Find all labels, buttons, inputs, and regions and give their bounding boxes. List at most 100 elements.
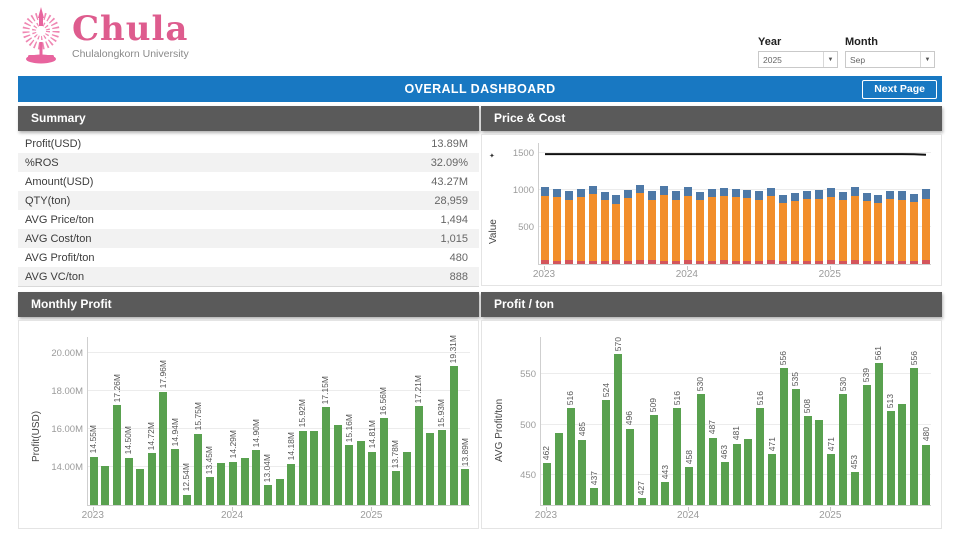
bar[interactable] xyxy=(252,449,261,505)
bar[interactable] xyxy=(229,461,238,505)
bar[interactable] xyxy=(147,453,156,505)
stacked-bar[interactable] xyxy=(850,187,859,264)
bar[interactable] xyxy=(194,433,203,505)
stacked-bar[interactable] xyxy=(707,189,716,264)
bar[interactable] xyxy=(368,451,377,505)
bar[interactable] xyxy=(827,453,836,505)
bar[interactable] xyxy=(744,438,753,505)
bar[interactable] xyxy=(578,439,587,505)
bar[interactable] xyxy=(874,363,883,505)
stacked-bar[interactable] xyxy=(731,188,740,264)
bar[interactable] xyxy=(542,462,551,505)
month-dropdown[interactable]: Sep ▼ xyxy=(845,51,935,68)
bar[interactable] xyxy=(101,466,110,505)
bar[interactable] xyxy=(437,430,446,505)
bar[interactable] xyxy=(566,408,575,505)
bar[interactable] xyxy=(403,452,412,505)
bar[interactable] xyxy=(298,430,307,505)
bar[interactable] xyxy=(356,441,365,505)
bar[interactable] xyxy=(922,444,931,505)
stacked-bar[interactable] xyxy=(576,188,585,264)
bar[interactable] xyxy=(124,457,133,505)
bar[interactable] xyxy=(333,425,342,505)
stacked-bar[interactable] xyxy=(755,191,764,264)
next-page-button[interactable]: Next Page xyxy=(862,79,937,99)
bar[interactable] xyxy=(803,416,812,505)
stacked-bar[interactable] xyxy=(922,189,931,264)
bar[interactable] xyxy=(345,445,354,505)
bar[interactable] xyxy=(449,366,458,505)
bar[interactable] xyxy=(136,468,145,505)
stacked-bar[interactable] xyxy=(683,187,692,264)
stacked-bar[interactable] xyxy=(838,192,847,264)
stacked-bar[interactable] xyxy=(648,190,657,264)
bar[interactable] xyxy=(602,400,611,505)
bar[interactable] xyxy=(839,394,848,505)
stacked-bar[interactable] xyxy=(695,192,704,264)
bar[interactable] xyxy=(649,415,658,505)
bar[interactable] xyxy=(756,408,765,505)
stacked-bar[interactable] xyxy=(636,184,645,264)
bar[interactable] xyxy=(720,461,729,505)
bar[interactable] xyxy=(625,428,634,505)
bar[interactable] xyxy=(240,457,249,505)
bar[interactable] xyxy=(275,479,284,505)
bar[interactable] xyxy=(708,437,717,505)
bar[interactable] xyxy=(205,477,214,505)
stacked-bar[interactable] xyxy=(779,194,788,264)
stacked-bar[interactable] xyxy=(910,194,919,264)
bar[interactable] xyxy=(732,443,741,505)
stacked-bar[interactable] xyxy=(862,192,871,264)
bar[interactable] xyxy=(171,449,180,505)
bar[interactable] xyxy=(287,463,296,505)
bar[interactable] xyxy=(637,497,646,505)
bar[interactable] xyxy=(590,487,599,505)
stacked-bar[interactable] xyxy=(600,191,609,264)
stacked-bar[interactable] xyxy=(814,190,823,264)
bar[interactable] xyxy=(815,419,824,505)
stacked-bar[interactable] xyxy=(826,187,835,264)
bar[interactable] xyxy=(850,471,859,505)
bar[interactable] xyxy=(89,456,98,505)
bar[interactable] xyxy=(661,481,670,505)
bar[interactable] xyxy=(910,368,919,505)
bar[interactable] xyxy=(554,432,563,505)
stacked-bar[interactable] xyxy=(660,186,669,264)
stacked-bar[interactable] xyxy=(743,189,752,264)
bar[interactable] xyxy=(685,466,694,505)
bar[interactable] xyxy=(779,368,788,505)
bar[interactable] xyxy=(159,391,168,505)
stacked-bar[interactable] xyxy=(791,193,800,264)
bar[interactable] xyxy=(886,411,895,505)
bar[interactable] xyxy=(426,432,435,505)
stacked-bar[interactable] xyxy=(612,195,621,264)
stacked-bar[interactable] xyxy=(719,187,728,264)
bar[interactable] xyxy=(414,406,423,505)
bar[interactable] xyxy=(217,463,226,505)
stacked-bar[interactable] xyxy=(564,191,573,264)
bar[interactable] xyxy=(461,469,470,505)
bar[interactable] xyxy=(321,407,330,505)
year-dropdown[interactable]: 2025 ▼ xyxy=(758,51,838,68)
bar[interactable] xyxy=(310,431,319,505)
stacked-bar[interactable] xyxy=(588,185,597,264)
bar[interactable] xyxy=(182,494,191,505)
stacked-bar[interactable] xyxy=(552,189,561,264)
bar[interactable] xyxy=(768,453,777,505)
bar[interactable] xyxy=(898,404,907,505)
stacked-bar[interactable] xyxy=(671,191,680,264)
bar[interactable] xyxy=(379,418,388,505)
bar[interactable] xyxy=(673,408,682,505)
stacked-bar[interactable] xyxy=(540,187,549,264)
stacked-bar[interactable] xyxy=(898,191,907,264)
bar[interactable] xyxy=(263,485,272,505)
bar[interactable] xyxy=(391,471,400,505)
stacked-bar[interactable] xyxy=(886,190,895,264)
stacked-bar[interactable] xyxy=(624,190,633,264)
stacked-bar[interactable] xyxy=(767,187,776,264)
bar[interactable] xyxy=(862,385,871,505)
stacked-bar[interactable] xyxy=(874,194,883,264)
bar[interactable] xyxy=(791,389,800,505)
bar[interactable] xyxy=(696,394,705,505)
bar[interactable] xyxy=(614,354,622,505)
